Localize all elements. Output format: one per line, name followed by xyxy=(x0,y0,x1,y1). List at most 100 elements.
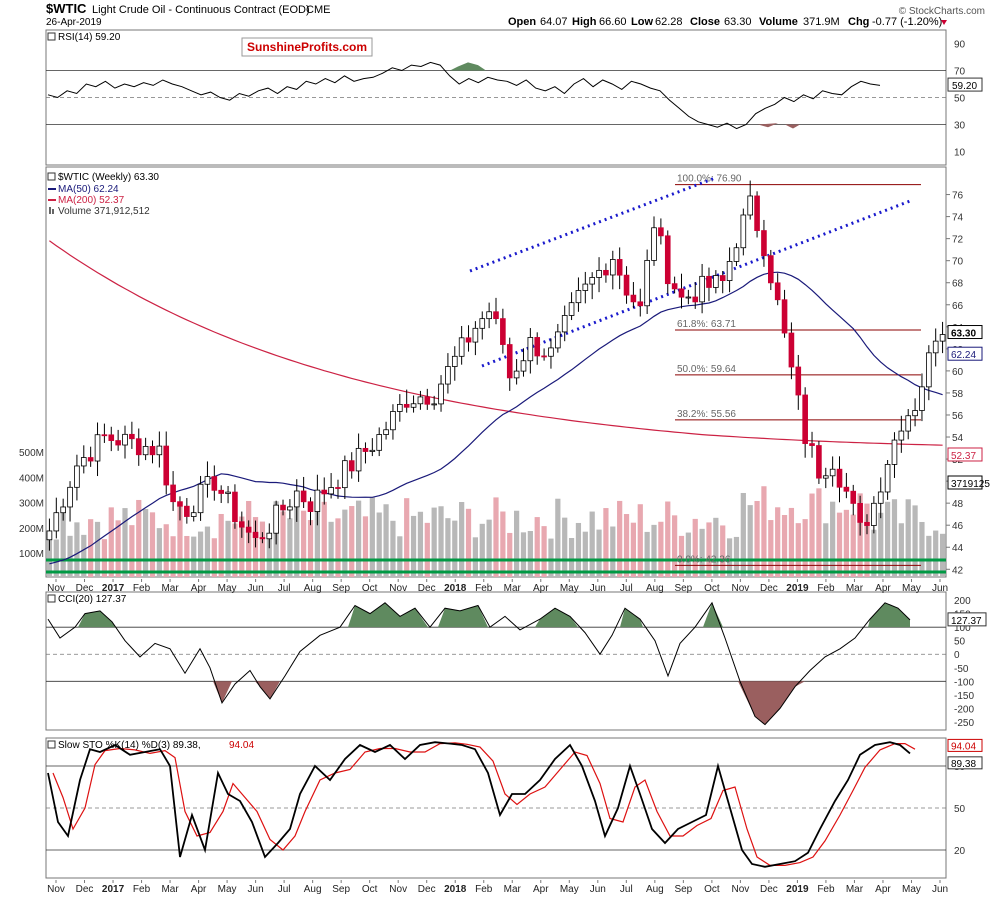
candle xyxy=(135,428,142,466)
volume-bar xyxy=(163,524,169,577)
volume-bar xyxy=(493,497,499,577)
price-tick-label: 58 xyxy=(952,389,964,400)
volume-bar xyxy=(809,493,815,577)
volume-bar xyxy=(665,501,671,577)
high-label: High xyxy=(572,16,597,28)
volume-bar xyxy=(596,529,602,577)
candle xyxy=(527,328,534,374)
price-tick-label: 74 xyxy=(952,213,964,224)
month-label: Apr xyxy=(533,884,549,895)
svg-text:CCI(20) 127.37: CCI(20) 127.37 xyxy=(58,594,127,605)
candle-body xyxy=(431,403,437,406)
candle xyxy=(637,288,644,317)
chart-date: 26-Apr-2019 xyxy=(46,17,102,28)
candle-body xyxy=(300,490,307,503)
volume-bar xyxy=(397,536,403,577)
candle-body xyxy=(122,433,128,446)
rsi-overbought-fill xyxy=(450,62,486,71)
svg-text:Slow STO %K(14) %D(3) 89.38,: Slow STO %K(14) %D(3) 89.38, xyxy=(58,740,201,751)
candle-body xyxy=(273,504,279,534)
month-label: Jun xyxy=(932,884,948,895)
candle xyxy=(568,292,575,321)
candle-body xyxy=(822,475,829,479)
candle-body xyxy=(362,447,369,452)
candle-body xyxy=(170,484,176,503)
candle-body xyxy=(596,269,602,278)
volume-bar xyxy=(170,536,176,577)
candle-body xyxy=(809,443,815,446)
chart-symbol: $WTIC xyxy=(46,1,87,16)
candle xyxy=(754,191,760,238)
candle-body xyxy=(163,445,170,486)
ma200-legend: MA(200) 52.37 xyxy=(58,195,125,206)
candle-body xyxy=(747,195,754,216)
candle-body xyxy=(369,449,376,452)
volume-bar xyxy=(191,536,197,577)
candle-body xyxy=(513,370,520,379)
candle xyxy=(898,415,905,453)
month-label: 2019 xyxy=(786,583,809,594)
volume-bar xyxy=(534,517,540,577)
month-label: May xyxy=(218,583,237,594)
candle xyxy=(67,481,73,522)
candle xyxy=(685,289,692,305)
candle-body xyxy=(479,318,486,329)
volume-bar xyxy=(898,523,904,577)
candle xyxy=(781,289,788,338)
volume-bar xyxy=(452,520,458,577)
month-label: 2017 xyxy=(102,884,125,895)
month-label: Jun xyxy=(590,583,606,594)
cci-tick-label: 0 xyxy=(954,650,960,661)
candle xyxy=(774,273,781,306)
candle xyxy=(431,395,437,410)
cci-oversold-fill xyxy=(213,681,232,703)
volume-bar xyxy=(143,509,149,577)
volume-bar xyxy=(321,501,327,577)
month-label: Feb xyxy=(475,583,493,594)
price-tick-label: 66 xyxy=(952,301,964,312)
candle-body xyxy=(768,255,774,284)
month-label: Mar xyxy=(504,583,522,594)
volume-bar xyxy=(218,513,224,577)
volume-bar xyxy=(672,515,678,577)
volume-bar xyxy=(754,500,760,577)
volume-bar xyxy=(905,499,911,577)
candle xyxy=(376,427,383,457)
candle-body xyxy=(692,296,699,303)
price-tick-label: 56 xyxy=(952,411,964,422)
open-label: Open xyxy=(508,16,536,28)
candle xyxy=(204,461,211,498)
fib-label: 0.0%: 42.36 xyxy=(677,554,731,565)
candle xyxy=(871,496,877,534)
volume-bar xyxy=(122,508,128,577)
cci-oversold-fill xyxy=(738,681,805,725)
last-price-tag: 63.30 xyxy=(951,329,976,340)
volume-bar xyxy=(843,509,849,577)
open-value: 64.07 xyxy=(540,16,568,28)
volume-bar xyxy=(919,521,925,577)
candle-body xyxy=(506,344,513,379)
candle xyxy=(197,475,204,521)
month-label: Aug xyxy=(646,583,664,594)
candle-body xyxy=(850,490,857,504)
candle xyxy=(410,395,417,413)
candle xyxy=(658,218,664,245)
volume-bar xyxy=(850,514,856,577)
volume-bar xyxy=(438,506,444,577)
candle-body xyxy=(135,438,142,456)
volume-bar xyxy=(651,524,657,577)
candle xyxy=(328,473,334,499)
cci-tick-label: -100 xyxy=(954,677,974,688)
candle xyxy=(500,308,506,354)
price-tick-label: 76 xyxy=(952,191,964,202)
volume-bar xyxy=(280,511,286,577)
volume-bar xyxy=(692,518,698,577)
ma200-line xyxy=(49,240,943,446)
volume-bar xyxy=(726,538,733,577)
month-label: Mar xyxy=(846,884,864,895)
candle-body xyxy=(142,446,149,456)
sto-d-line xyxy=(52,742,916,866)
candle-body xyxy=(307,501,314,512)
volume-bar xyxy=(699,528,705,577)
